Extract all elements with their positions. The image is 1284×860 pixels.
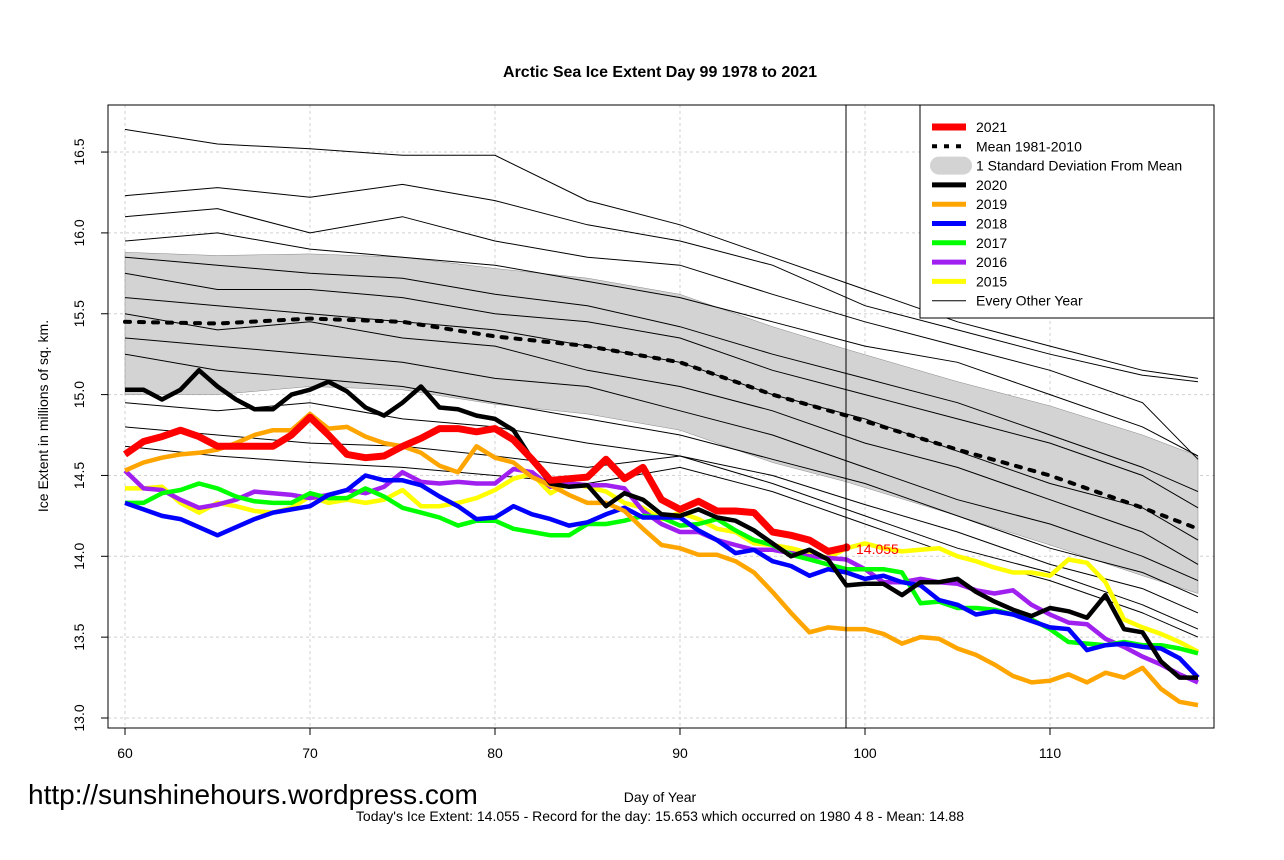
mean-line (123, 316, 1200, 531)
legend-label: 2018 (976, 216, 1007, 232)
x-tick-label: 110 (1039, 745, 1062, 761)
y-axis-label: Ice Extent in millions of sq. km. (35, 320, 51, 512)
x-tick-label: 90 (672, 745, 688, 761)
legend-label: Mean 1981-2010 (976, 138, 1082, 154)
y-tick-label: 16.0 (71, 219, 87, 246)
std-band-area (124, 252, 1199, 594)
series-line-2020 (125, 368, 1198, 680)
y-tick-label: 13.5 (71, 623, 87, 650)
other-year-line (124, 353, 1199, 598)
legend-label: 1 Standard Deviation From Mean (976, 158, 1182, 174)
legend-label: 2020 (976, 177, 1007, 193)
y-tick-label: 13.0 (71, 704, 87, 731)
y-tick-label: 15.0 (71, 381, 87, 408)
axis-ticks: 60 70 80 90 100 110 13.0 13.5 14.0 14.5 15.0 15.5 16… (71, 138, 1061, 761)
other-year-line (124, 128, 1199, 379)
legend-label: 2019 (976, 196, 1007, 212)
series-lines (122, 368, 1200, 708)
legend-label: 2016 (976, 254, 1007, 270)
other-year-line (124, 232, 1199, 457)
y-tick-label: 14.0 (71, 542, 87, 569)
x-tick-label: 60 (117, 745, 133, 761)
std-band (124, 252, 1199, 594)
other-year-line (124, 183, 1199, 383)
other-year-line (124, 426, 1199, 630)
x-tick-label: 70 (302, 745, 318, 761)
other-year-line (124, 272, 1199, 509)
legend-label: 2015 (976, 273, 1007, 289)
plot-frame (107, 104, 1215, 729)
watermark: http://sunshinehours.wordpress.com (28, 779, 478, 810)
chart-title: Arctic Sea Ice Extent Day 99 1978 to 202… (503, 64, 817, 81)
series-line-2018 (124, 473, 1200, 680)
series-line-2021 (122, 413, 848, 555)
mean-line-path (123, 316, 1200, 531)
legend-label: 2017 (976, 235, 1007, 251)
x-axis-label: Day of Year (624, 789, 697, 805)
y-tick-label: 15.5 (71, 300, 87, 327)
x-tick-label: 80 (487, 745, 503, 761)
legend-label: Every Other Year (976, 293, 1083, 309)
x-tick-label: 100 (853, 745, 877, 761)
other-year-line (124, 256, 1199, 493)
other-year-line (124, 208, 1199, 460)
legend-label: 2021 (976, 119, 1007, 135)
y-tick-label: 14.5 (71, 462, 87, 489)
y-tick-label: 16.5 (71, 138, 87, 165)
legend-swatch (930, 156, 972, 175)
other-year-line (124, 445, 1199, 638)
other-year-line (124, 337, 1199, 582)
current-value-label: 14.055 (856, 541, 899, 557)
legend: 2021 Mean 1981-2010 1 Standard Deviation F… (919, 104, 1215, 319)
footer-text: Today's Ice Extent: 14.055 - Record for … (356, 808, 964, 824)
other-year-line (124, 313, 1199, 565)
